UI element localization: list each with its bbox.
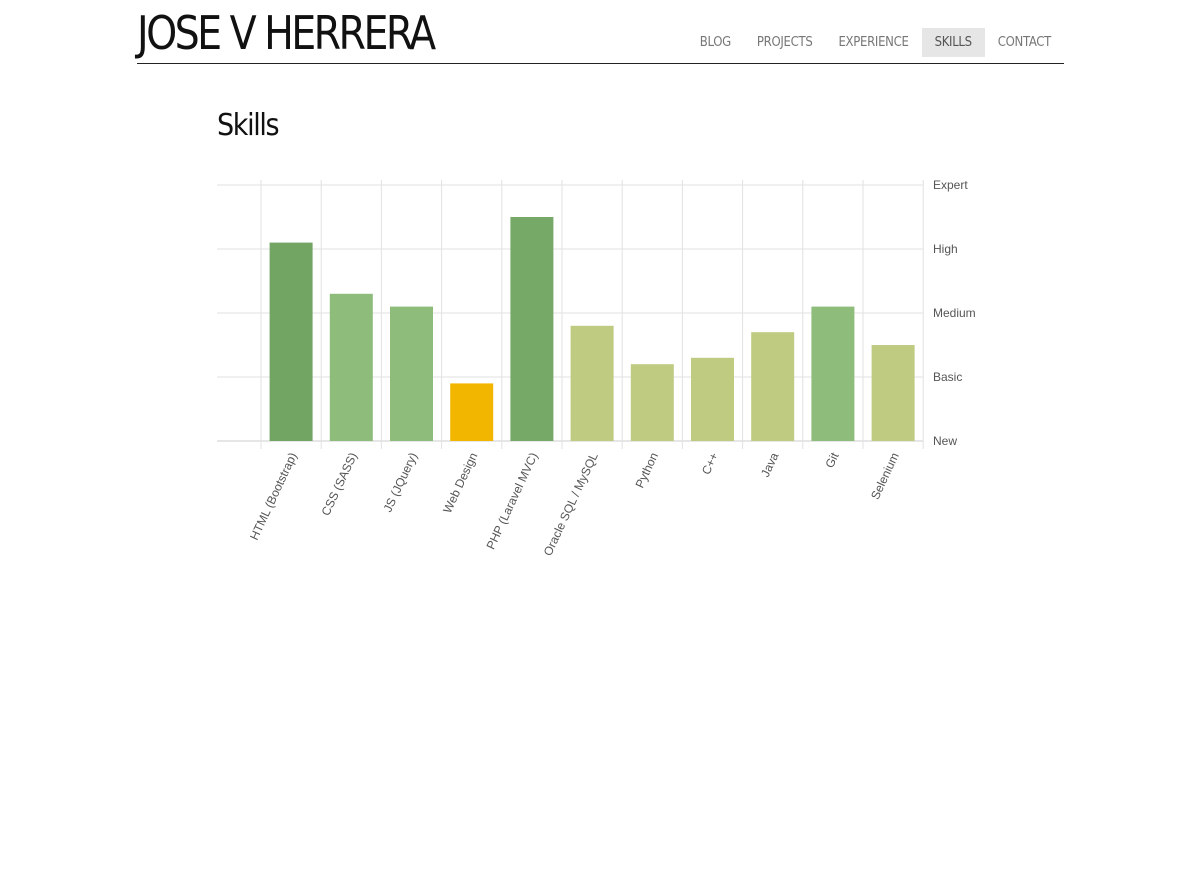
- x-tick-label: PHP (Laravel MVC): [483, 450, 540, 551]
- x-tick-label: JS (JQuery): [380, 450, 420, 514]
- x-tick-label: Python: [633, 450, 661, 490]
- nav-item-experience[interactable]: EXPERIENCE: [838, 35, 909, 50]
- bar: [329, 293, 373, 441]
- bar: [691, 357, 734, 441]
- x-tick-label: Git: [822, 450, 841, 470]
- y-tick-label: High: [933, 242, 958, 256]
- y-tick-label: Medium: [933, 306, 976, 320]
- page-title: Skills: [217, 108, 280, 143]
- y-tick-label: Expert: [933, 178, 968, 192]
- x-tick-label: Web Design: [440, 450, 480, 515]
- nav-item-blog[interactable]: BLOG: [699, 35, 731, 50]
- main-nav: BLOG PROJECTS EXPERIENCE SKILLS CONTACT: [687, 28, 1064, 57]
- bar: [450, 383, 494, 441]
- bar: [570, 325, 614, 441]
- x-tick-label: Selenium: [868, 450, 902, 501]
- site-title[interactable]: JOSE V HERRERA: [137, 6, 436, 60]
- x-tick-label: CSS (SASS): [319, 450, 360, 518]
- x-tick-label: C++: [699, 450, 721, 476]
- x-tick-label: Oracle SQL / MySQL: [541, 450, 601, 558]
- bar: [630, 364, 674, 441]
- nav-item-skills[interactable]: SKILLS: [921, 28, 985, 57]
- x-tick-label: HTML (Bootstrap): [247, 450, 300, 542]
- nav-item-contact[interactable]: CONTACT: [997, 35, 1052, 50]
- nav-item-projects[interactable]: PROJECTS: [756, 35, 813, 50]
- y-tick-label: Basic: [933, 370, 962, 384]
- bar: [510, 217, 554, 441]
- x-tick-label: Java: [758, 450, 782, 479]
- bar: [811, 306, 855, 441]
- bar: [269, 242, 313, 441]
- bar: [390, 306, 433, 441]
- bar: [751, 332, 795, 441]
- y-tick-label: New: [933, 434, 957, 448]
- bar: [871, 345, 915, 441]
- site-header: JOSE V HERRERA BLOG PROJECTS EXPERIENCE …: [137, 0, 1064, 64]
